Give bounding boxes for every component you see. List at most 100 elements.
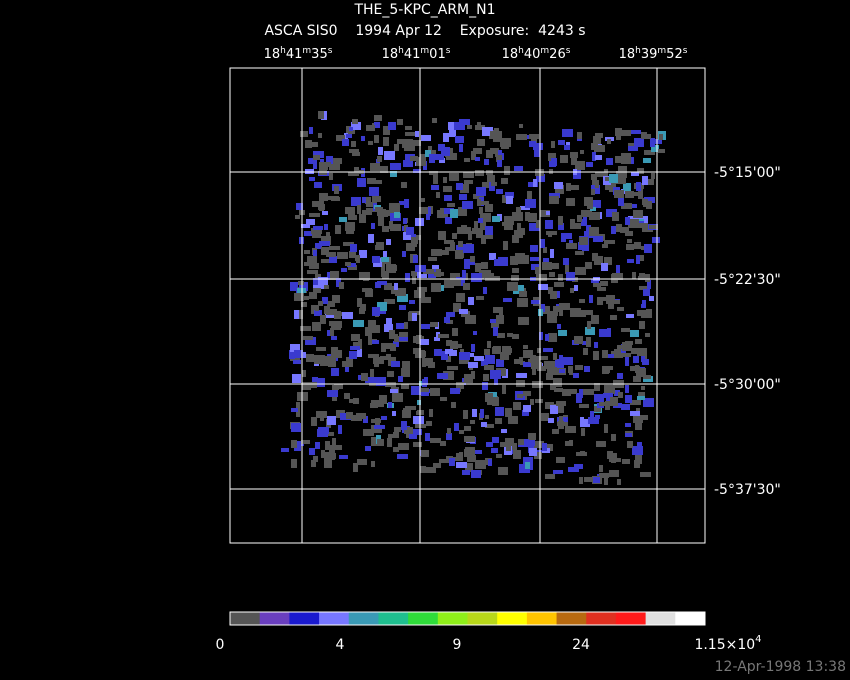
pixel xyxy=(446,312,455,317)
pixel xyxy=(631,130,641,134)
pixel xyxy=(604,385,615,394)
pixel xyxy=(651,173,655,179)
pixel xyxy=(392,393,403,402)
pixel xyxy=(594,383,600,391)
pixel xyxy=(330,271,339,280)
pixel xyxy=(401,368,410,377)
pixel xyxy=(307,257,317,266)
pixel xyxy=(399,201,405,205)
pixel xyxy=(463,172,474,178)
pixel xyxy=(487,341,491,348)
pixel xyxy=(409,300,415,304)
pixel xyxy=(487,175,495,182)
pixel xyxy=(622,130,631,136)
pixel xyxy=(394,283,398,290)
pixel xyxy=(547,367,557,375)
pixel xyxy=(644,197,655,203)
pixel xyxy=(480,270,491,278)
pixel xyxy=(531,362,542,369)
colorbar-swatch xyxy=(675,612,706,625)
pixel xyxy=(610,397,618,406)
pixel xyxy=(446,356,451,362)
pixel xyxy=(623,183,631,191)
pixel xyxy=(579,404,589,408)
pixel xyxy=(413,348,421,354)
pixel xyxy=(456,245,465,252)
pixel xyxy=(505,438,514,447)
pixel xyxy=(297,441,304,446)
pixel xyxy=(529,448,537,456)
pixel xyxy=(525,212,530,221)
pixel xyxy=(605,177,611,181)
pixel xyxy=(577,132,582,139)
pixel xyxy=(625,423,631,427)
pixel xyxy=(417,400,421,405)
pixel xyxy=(463,244,474,253)
pixel xyxy=(450,388,460,394)
pixel xyxy=(463,410,468,419)
pixel xyxy=(586,337,591,346)
pixel xyxy=(388,122,396,130)
colorbar: 0 4 9 24 1.15×104 xyxy=(216,611,762,653)
pixel xyxy=(394,334,398,342)
pixel xyxy=(381,264,385,271)
pixel xyxy=(313,151,324,158)
pixel xyxy=(426,421,432,426)
pixel xyxy=(630,330,639,337)
pixel xyxy=(321,247,329,255)
pixel xyxy=(512,212,523,221)
pixel xyxy=(628,146,638,151)
pixel xyxy=(633,376,641,382)
pixel xyxy=(438,231,446,240)
pixel xyxy=(640,472,651,477)
pixel xyxy=(294,350,303,358)
pixel xyxy=(381,343,386,352)
ra-value: 41 xyxy=(404,47,421,62)
pixel xyxy=(592,253,598,261)
pixel xyxy=(318,301,323,306)
pixel xyxy=(377,439,384,446)
pixel xyxy=(325,441,330,450)
pixel xyxy=(629,157,634,164)
pixel xyxy=(429,171,438,175)
pixel xyxy=(334,311,341,319)
pixel xyxy=(564,145,570,150)
pixel xyxy=(388,402,392,408)
pixel xyxy=(604,240,615,244)
pixel xyxy=(422,358,426,367)
pixel xyxy=(291,459,297,468)
pixel xyxy=(496,454,502,458)
pixel xyxy=(498,257,508,266)
pixel xyxy=(595,133,603,138)
pixel xyxy=(601,263,608,271)
pixel xyxy=(476,296,484,300)
pixel xyxy=(597,297,603,305)
pixel xyxy=(568,185,579,190)
pixel xyxy=(294,293,304,301)
pixel xyxy=(370,403,378,408)
pixel xyxy=(331,445,342,450)
pixel xyxy=(491,182,497,186)
pixel xyxy=(501,429,507,433)
pixel xyxy=(477,139,485,146)
pixel xyxy=(599,473,609,478)
pixel xyxy=(299,282,308,291)
pixel xyxy=(530,399,534,405)
pixel xyxy=(503,241,508,250)
pixel xyxy=(583,389,594,395)
pixel xyxy=(633,416,643,423)
pixel xyxy=(610,315,617,320)
pixel xyxy=(599,402,608,406)
pixel xyxy=(445,217,452,224)
pixel xyxy=(579,477,583,484)
pixel xyxy=(523,405,531,412)
pixel xyxy=(352,152,360,156)
pixel xyxy=(533,179,537,187)
pixel xyxy=(597,287,606,291)
pixel xyxy=(504,166,510,175)
pixel xyxy=(321,450,325,458)
pixel xyxy=(368,320,376,327)
pixel xyxy=(374,115,382,121)
pixel xyxy=(449,458,455,466)
